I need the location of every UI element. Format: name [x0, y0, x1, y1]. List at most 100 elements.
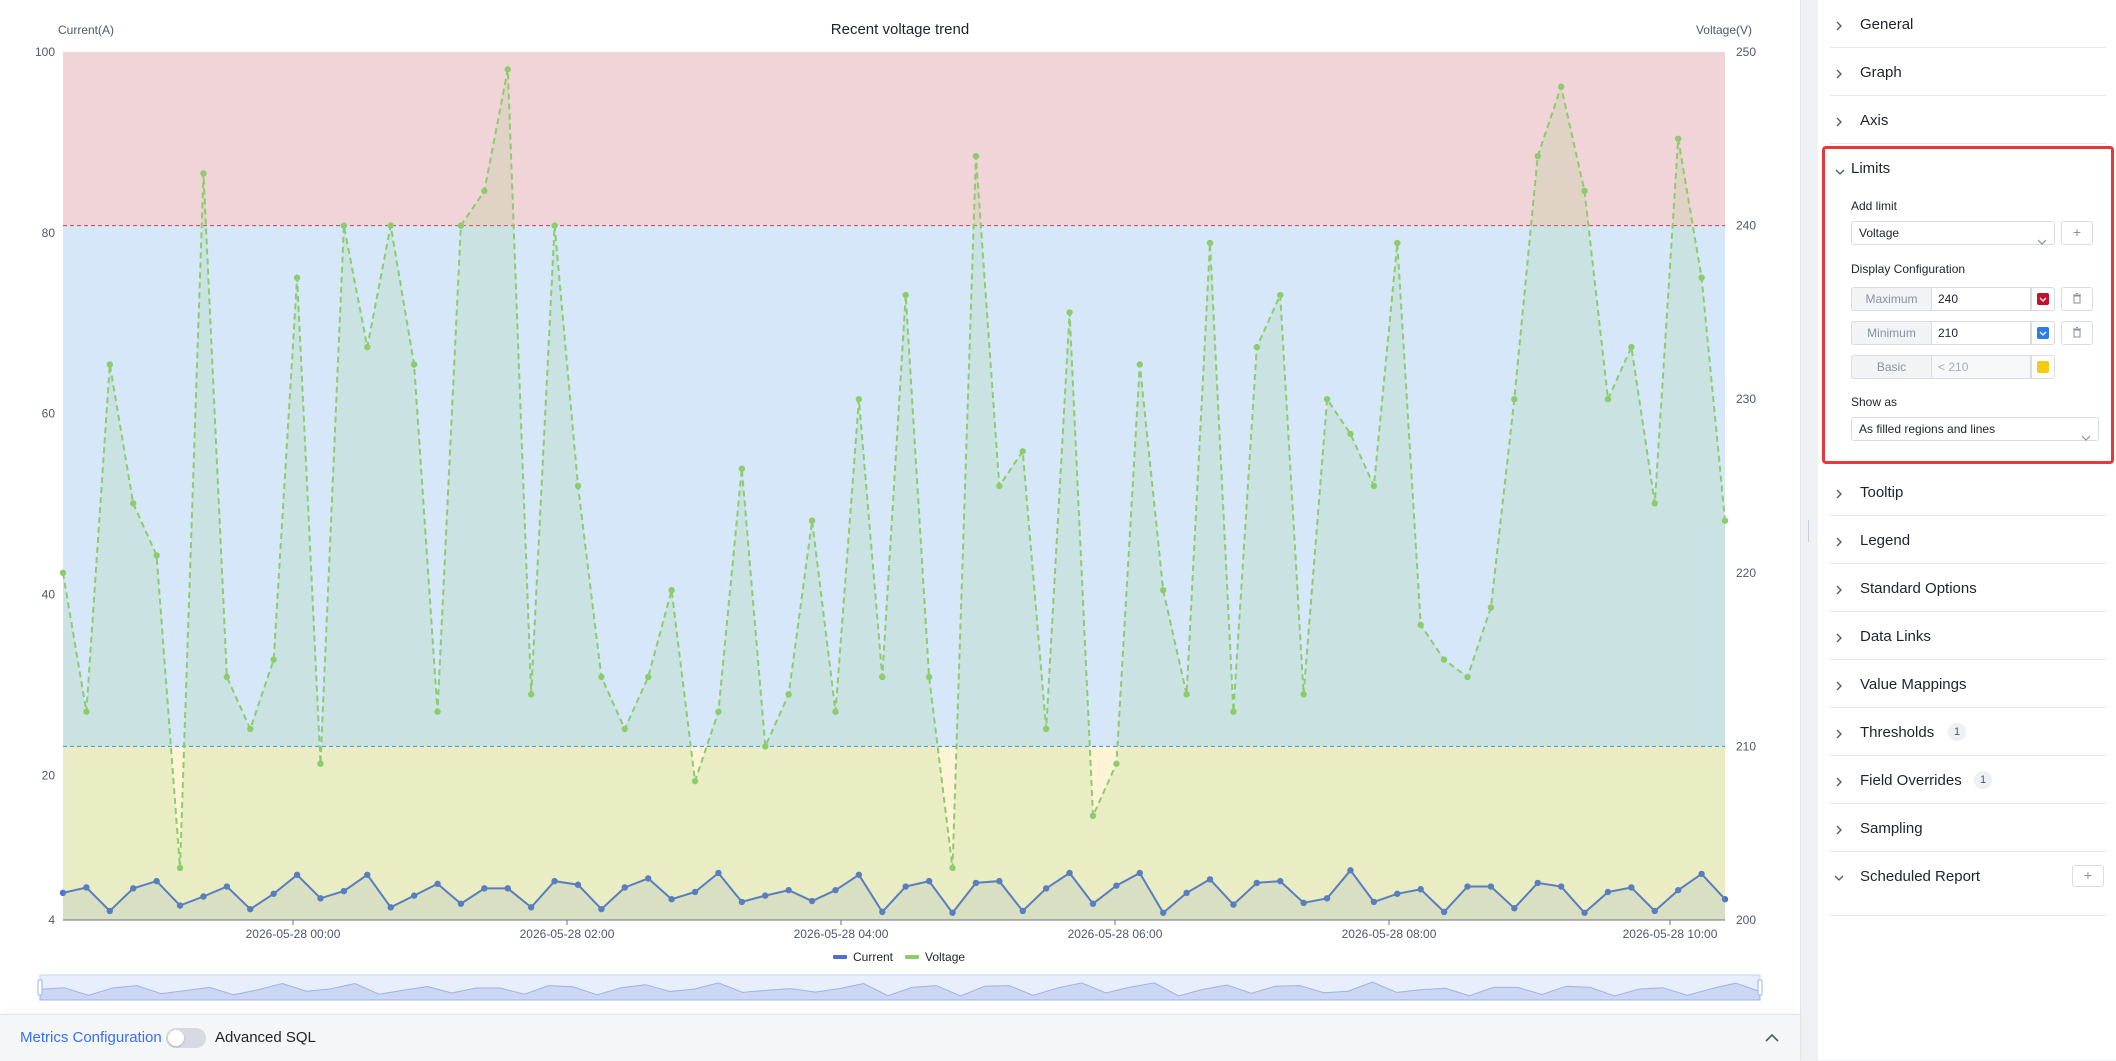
- data-point-voltage: [106, 361, 114, 368]
- y-right-tick-label: 200: [1736, 913, 1756, 927]
- metrics-configuration-link[interactable]: Metrics Configuration: [20, 1029, 162, 1046]
- advanced-sql-toggle[interactable]: [166, 1028, 206, 1048]
- trash-icon: [2062, 327, 2092, 348]
- data-point-voltage: [691, 777, 699, 785]
- add-limit-button[interactable]: +: [2061, 221, 2093, 245]
- data-point-voltage: [785, 691, 792, 698]
- data-point-voltage: [1557, 83, 1565, 90]
- data-point-current: [364, 871, 371, 878]
- data-point-current: [879, 908, 886, 916]
- data-point-voltage: [1394, 239, 1401, 247]
- data-point-voltage: [176, 864, 184, 872]
- data-point-voltage: [527, 691, 535, 698]
- section-axis[interactable]: Axis: [1830, 96, 2106, 144]
- data-point-current: [1370, 898, 1378, 906]
- maximum-color-picker[interactable]: [2031, 287, 2055, 311]
- data-point-voltage: [1417, 621, 1424, 629]
- data-point-voltage: [457, 222, 465, 229]
- toggle-knob: [168, 1030, 184, 1046]
- maximum-label: Maximum: [1851, 287, 1931, 311]
- show-as-select[interactable]: As filled regions and lines: [1851, 417, 2099, 441]
- data-point-voltage: [1323, 396, 1331, 403]
- data-point-voltage: [1230, 708, 1237, 715]
- data-point-voltage: [996, 482, 1003, 490]
- data-point-voltage: [1066, 309, 1073, 316]
- data-point-voltage: [410, 361, 418, 368]
- data-point-current: [1253, 879, 1261, 887]
- data-point-current: [1277, 877, 1284, 885]
- data-point-current: [457, 900, 465, 907]
- data-point-current: [1464, 883, 1471, 890]
- legend-label-current: Current: [853, 950, 894, 964]
- data-point-current: [83, 884, 90, 891]
- section-scheduled-report[interactable]: Scheduled Report +: [1830, 852, 2106, 916]
- section-title: Sampling: [1860, 820, 1923, 837]
- data-point-current: [504, 885, 511, 892]
- section-data-links[interactable]: Data Links: [1830, 612, 2106, 660]
- data-point-voltage: [1581, 187, 1588, 195]
- display-configuration-label: Display Configuration: [1851, 262, 1966, 276]
- section-title: Scheduled Report: [1860, 868, 1981, 885]
- chevron-right-icon: [1834, 822, 1844, 835]
- add-limit-select[interactable]: Voltage: [1851, 221, 2055, 245]
- data-point-current: [1557, 883, 1565, 890]
- add-limit-label: Add limit: [1851, 199, 1898, 213]
- data-point-current: [223, 883, 231, 890]
- delete-minimum-button[interactable]: [2061, 321, 2093, 345]
- data-point-voltage: [1604, 396, 1612, 403]
- data-point-current: [645, 875, 652, 882]
- add-scheduled-report-button[interactable]: +: [2072, 865, 2104, 887]
- chevron-down-icon: [1834, 870, 1844, 881]
- data-point-current: [410, 892, 418, 899]
- data-point-current: [247, 905, 254, 913]
- data-point-current: [106, 907, 114, 915]
- data-point-current: [925, 877, 933, 885]
- minimum-color-picker[interactable]: [2031, 321, 2055, 345]
- minimum-input[interactable]: 210: [1931, 321, 2031, 345]
- data-point-current: [59, 889, 67, 897]
- chevron-right-icon: [1834, 582, 1844, 595]
- chevron-right-icon: [1834, 678, 1844, 691]
- section-legend[interactable]: Legend: [1830, 516, 2106, 564]
- zoom-slider-end-handle[interactable]: [1757, 979, 1763, 996]
- thresholds-count-badge: 1: [1948, 723, 1966, 741]
- section-general[interactable]: General: [1830, 0, 2106, 48]
- y-left-tick-label: 80: [42, 226, 56, 240]
- data-point-current: [200, 893, 207, 900]
- data-point-voltage: [738, 465, 746, 472]
- data-point-current: [1230, 901, 1237, 908]
- data-point-voltage: [153, 552, 160, 559]
- data-point-current: [340, 887, 348, 895]
- delete-maximum-button[interactable]: [2061, 287, 2093, 311]
- section-sampling[interactable]: Sampling: [1830, 804, 2106, 852]
- panel-resize-handle[interactable]: [1807, 520, 1810, 542]
- maximum-input[interactable]: 240: [1931, 287, 2031, 311]
- zoom-slider-preview: [39, 981, 1761, 1001]
- section-standard-options[interactable]: Standard Options: [1830, 564, 2106, 612]
- y-right-tick-label: 240: [1736, 219, 1756, 233]
- data-point-voltage: [902, 291, 909, 299]
- section-thresholds[interactable]: Thresholds 1: [1830, 708, 2106, 756]
- section-graph[interactable]: Graph: [1830, 48, 2106, 96]
- section-value-mappings[interactable]: Value Mappings: [1830, 660, 2106, 708]
- basic-color-picker[interactable]: [2031, 355, 2055, 379]
- data-point-voltage: [1511, 396, 1518, 403]
- chevron-up-icon[interactable]: [1762, 1028, 1782, 1048]
- series-area-voltage: [63, 69, 1725, 920]
- section-field-overrides[interactable]: Field Overrides 1: [1830, 756, 2106, 804]
- data-point-voltage: [293, 274, 301, 281]
- data-point-voltage: [808, 517, 816, 524]
- x-tick-label: 2026-05-28 10:00: [1623, 927, 1718, 941]
- legend-label-voltage: Voltage: [925, 950, 965, 964]
- section-tooltip[interactable]: Tooltip: [1830, 468, 2106, 516]
- data-point-voltage: [972, 152, 980, 160]
- zoom-slider-start-handle[interactable]: [37, 979, 43, 996]
- y-left-tick-label: 60: [42, 407, 56, 421]
- show-as-label: Show as: [1851, 395, 1898, 409]
- data-point-voltage: [832, 708, 839, 715]
- section-title: Value Mappings: [1860, 676, 1967, 693]
- data-point-current: [785, 886, 792, 894]
- data-point-current: [1581, 909, 1588, 916]
- limits-header[interactable]: Limits: [1825, 149, 2111, 189]
- data-point-voltage: [317, 760, 324, 767]
